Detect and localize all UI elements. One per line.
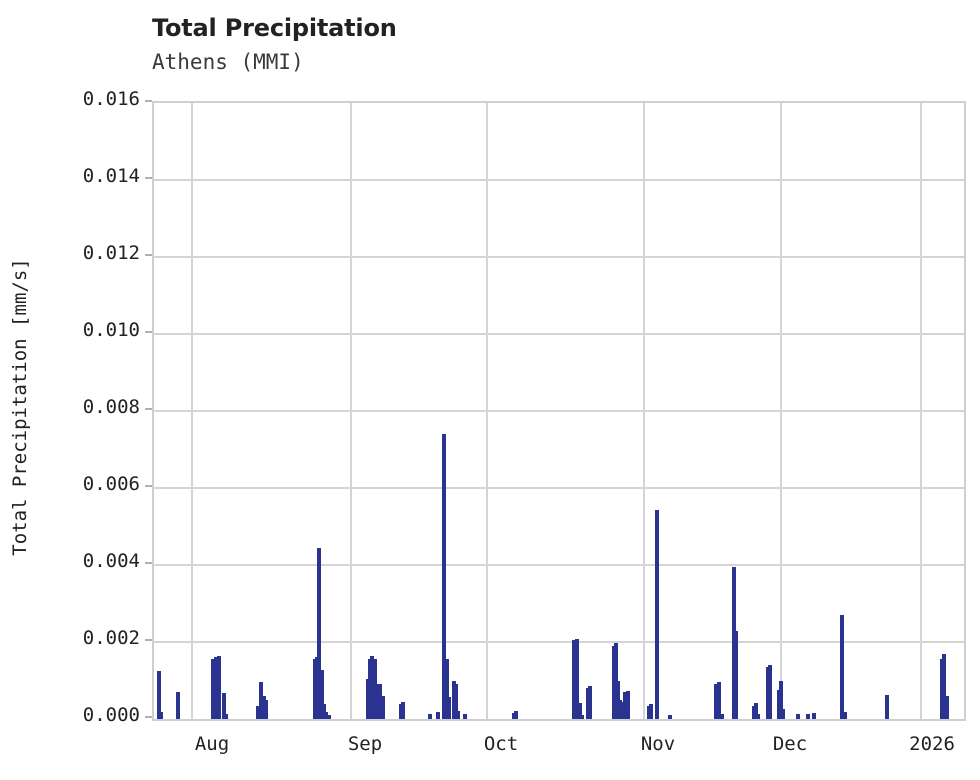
- bar: [780, 709, 786, 719]
- x-tick-label: Sep: [347, 733, 383, 755]
- bar: [380, 695, 386, 719]
- bar: [319, 669, 325, 719]
- x-tick-label: Dec: [772, 733, 808, 755]
- gridline-horizontal: [154, 179, 964, 181]
- bar: [462, 714, 468, 719]
- bar: [944, 695, 950, 719]
- bar: [221, 692, 227, 719]
- bar: [755, 713, 761, 719]
- bar: [258, 682, 264, 719]
- bar: [941, 654, 947, 719]
- x-tick-label: 2026: [909, 733, 955, 755]
- bar: [175, 692, 181, 719]
- bar: [455, 710, 461, 719]
- bar: [811, 713, 817, 719]
- bar: [579, 714, 585, 719]
- gridline-vertical: [349, 103, 352, 719]
- bar: [884, 694, 890, 719]
- bar: [223, 714, 229, 719]
- chart-title: Total Precipitation: [152, 14, 397, 42]
- bar: [795, 714, 801, 719]
- bar: [654, 509, 660, 719]
- gridline-horizontal: [154, 641, 964, 643]
- bar: [377, 683, 383, 719]
- bar: [648, 704, 654, 719]
- bar: [778, 681, 784, 719]
- y-tick-mark: [145, 485, 152, 487]
- bar: [839, 615, 845, 719]
- bar: [316, 547, 322, 719]
- bar: [372, 659, 378, 719]
- bar: [210, 659, 216, 719]
- bar: [842, 712, 848, 719]
- bar: [753, 702, 759, 719]
- bar: [263, 699, 269, 719]
- y-tick-label: 0.008: [82, 396, 140, 418]
- x-tick-label: Nov: [640, 733, 676, 755]
- gridline-vertical: [190, 103, 193, 719]
- y-tick-label: 0.014: [82, 165, 140, 187]
- bar: [156, 670, 162, 719]
- y-tick-mark: [145, 716, 152, 718]
- gridline-vertical: [485, 103, 488, 719]
- y-tick-label: 0.000: [82, 704, 140, 726]
- y-tick-mark: [145, 639, 152, 641]
- gridline-vertical: [642, 103, 645, 719]
- y-tick-mark: [145, 100, 152, 102]
- gridline-horizontal: [154, 333, 964, 335]
- bar: [716, 682, 722, 719]
- y-tick-label: 0.012: [82, 242, 140, 264]
- bar: [513, 711, 519, 719]
- y-tick-label: 0.006: [82, 473, 140, 495]
- bar: [435, 712, 441, 719]
- bar: [667, 714, 673, 719]
- bar: [453, 684, 459, 719]
- gridline-horizontal: [154, 256, 964, 258]
- x-tick-label: Oct: [483, 733, 519, 755]
- bar: [713, 684, 719, 719]
- bar: [369, 656, 375, 719]
- bar: [216, 656, 222, 719]
- bar: [255, 705, 261, 719]
- bar: [400, 702, 406, 719]
- bar: [158, 712, 164, 719]
- bar: [321, 703, 327, 719]
- bar: [733, 631, 739, 719]
- y-tick-mark: [145, 254, 152, 256]
- bar: [323, 712, 329, 719]
- bar: [574, 638, 580, 719]
- bar: [577, 702, 583, 719]
- y-tick-mark: [145, 177, 152, 179]
- y-tick-label: 0.002: [82, 627, 140, 649]
- bar: [441, 434, 447, 719]
- bar: [625, 690, 631, 719]
- plot-area: [152, 101, 966, 721]
- bar: [446, 697, 452, 719]
- gridline-vertical: [919, 103, 922, 719]
- gridline-vertical: [779, 103, 782, 719]
- gridline-horizontal: [154, 564, 964, 566]
- y-tick-mark: [145, 562, 152, 564]
- bar: [326, 715, 332, 719]
- bar: [587, 686, 593, 719]
- bar: [622, 692, 628, 719]
- y-tick-label: 0.010: [82, 319, 140, 341]
- bar: [444, 658, 450, 719]
- y-tick-label: 0.004: [82, 550, 140, 572]
- y-tick-mark: [145, 408, 152, 410]
- gridline-horizontal: [154, 410, 964, 412]
- gridline-horizontal: [154, 487, 964, 489]
- bar: [571, 640, 577, 719]
- y-tick-mark: [145, 331, 152, 333]
- x-tick-label: Aug: [194, 733, 230, 755]
- bar: [719, 714, 725, 719]
- bar: [617, 699, 623, 719]
- bar: [427, 714, 433, 719]
- y-tick-label: 0.016: [82, 88, 140, 110]
- bar: [805, 714, 811, 719]
- bar: [767, 665, 773, 719]
- bar: [213, 656, 219, 719]
- chart-subtitle: Athens (MMI): [152, 50, 304, 74]
